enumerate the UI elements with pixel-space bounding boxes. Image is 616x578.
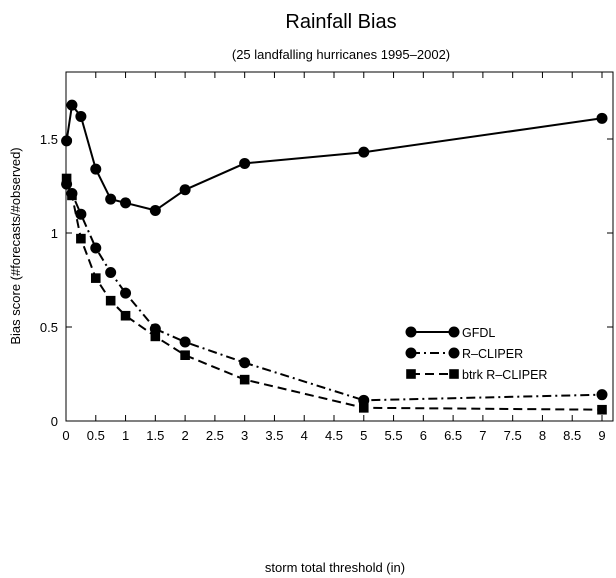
- x-tick-label: 5: [360, 428, 367, 443]
- data-point: [105, 266, 117, 278]
- data-point: [239, 374, 250, 385]
- data-point: [239, 157, 251, 169]
- legend-marker: [449, 369, 459, 379]
- data-point: [120, 287, 132, 299]
- series-line: [65, 178, 603, 411]
- x-tick-label: 0.5: [87, 428, 105, 443]
- data-point: [90, 163, 102, 175]
- data-point: [66, 99, 78, 111]
- plot-area-frame: [65, 71, 614, 422]
- data-point: [75, 110, 87, 122]
- y-tick-label: 1: [51, 226, 58, 241]
- x-tick-label: 5.5: [385, 428, 403, 443]
- y-tick-label: 0: [51, 414, 58, 429]
- x-tick-label: 8.5: [563, 428, 581, 443]
- x-tick-label: 6: [420, 428, 427, 443]
- legend-label: R–CLIPER: [462, 347, 523, 361]
- legend-marker: [448, 347, 460, 359]
- data-point: [597, 404, 607, 415]
- x-tick-label: 3: [241, 428, 248, 443]
- x-tick-label: 1.5: [146, 428, 164, 443]
- series-line: [65, 183, 603, 402]
- x-tick-label: 4: [301, 428, 308, 443]
- data-point: [105, 295, 116, 306]
- legend-entry: GFDL: [405, 326, 495, 340]
- x-tick-label: 2: [181, 428, 188, 443]
- data-point: [239, 357, 251, 369]
- x-tick-label: 7: [479, 428, 486, 443]
- legend-label: GFDL: [462, 326, 495, 340]
- axis-ticks: 0 0.5 1 1.5 2 2.5 3 3.5 4 4.5 5 5.5 6 6.5 7 7.5 8 8.5 9 0 0.…: [40, 72, 613, 443]
- series-3: [61, 173, 607, 415]
- data-point: [90, 242, 102, 254]
- data-point: [358, 403, 369, 413]
- series-line: [65, 102, 603, 212]
- x-tick-label: 8: [539, 428, 546, 443]
- data-point: [180, 350, 190, 360]
- x-axis-label: storm total threshold (in): [265, 560, 405, 575]
- series-1: [61, 99, 608, 216]
- legend-entry: R–CLIPER: [405, 347, 523, 361]
- data-point: [596, 389, 608, 401]
- x-tick-label: 0: [62, 428, 69, 443]
- legend-entry: btrk R–CLIPER: [406, 368, 547, 382]
- x-tick-label: 1: [122, 428, 129, 443]
- y-tick-label: 1.5: [40, 132, 58, 147]
- data-series: [61, 99, 608, 415]
- legend-marker: [448, 326, 460, 338]
- data-point: [75, 208, 87, 220]
- legend-marker: [405, 347, 417, 359]
- data-point: [149, 204, 161, 216]
- data-point: [179, 336, 191, 348]
- x-tick-label: 4.5: [325, 428, 343, 443]
- data-point: [90, 273, 101, 283]
- data-point: [596, 112, 608, 124]
- y-axis-label: Bias score (#forecasts/#observed): [8, 147, 23, 344]
- data-point: [358, 146, 370, 158]
- legend: GFDL R–CLIPER btrk R–CLIPER: [405, 326, 547, 382]
- legend-label: btrk R–CLIPER: [462, 368, 547, 382]
- legend-marker: [405, 326, 417, 338]
- data-point: [61, 135, 73, 147]
- data-point: [67, 190, 77, 201]
- data-point: [61, 173, 72, 184]
- x-tick-label: 2.5: [206, 428, 224, 443]
- chart-subtitle: (25 landfalling hurricanes 1995–2002): [232, 47, 450, 62]
- data-point: [76, 233, 86, 244]
- x-tick-label: 3.5: [265, 428, 283, 443]
- legend-marker: [406, 369, 416, 379]
- data-point: [105, 193, 117, 205]
- x-tick-label: 7.5: [504, 428, 522, 443]
- data-point: [179, 184, 191, 196]
- chart-title: Rainfall Bias: [285, 11, 396, 33]
- data-point: [150, 331, 161, 342]
- y-tick-label: 0.5: [40, 320, 58, 335]
- data-point: [120, 310, 131, 321]
- x-tick-label: 9: [598, 428, 605, 443]
- data-point: [120, 197, 132, 209]
- x-tick-label: 6.5: [444, 428, 462, 443]
